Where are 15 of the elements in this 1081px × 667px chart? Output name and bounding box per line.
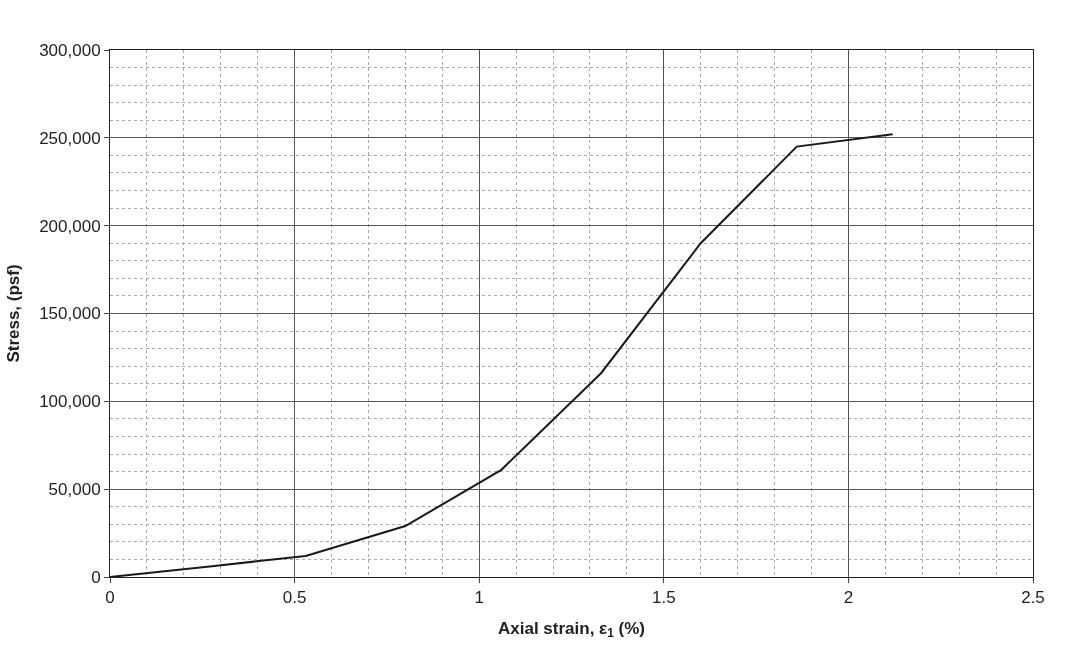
y-tick-label: 200,000 (39, 216, 101, 236)
y-tick-label: 250,000 (39, 128, 101, 148)
y-tick-label: 150,000 (39, 304, 101, 324)
x-tick-label: 1 (474, 588, 484, 608)
y-tick-label: 100,000 (39, 392, 101, 412)
y-tick-label: 0 (91, 567, 101, 587)
x-axis-title: Axial strain, ε$_{1}$ (%) (498, 618, 645, 641)
x-tick-label: 2 (843, 588, 854, 608)
x-tick-label: 1.5 (651, 588, 676, 608)
x-tick-label: 0 (105, 588, 115, 608)
y-axis-title: Stress, (psf) (3, 264, 23, 363)
y-tick-label: 50,000 (48, 480, 101, 500)
x-tick-label: 2.5 (1021, 588, 1045, 608)
x-tick-label: 0.5 (282, 588, 307, 608)
y-tick-label: 300,000 (39, 40, 101, 60)
